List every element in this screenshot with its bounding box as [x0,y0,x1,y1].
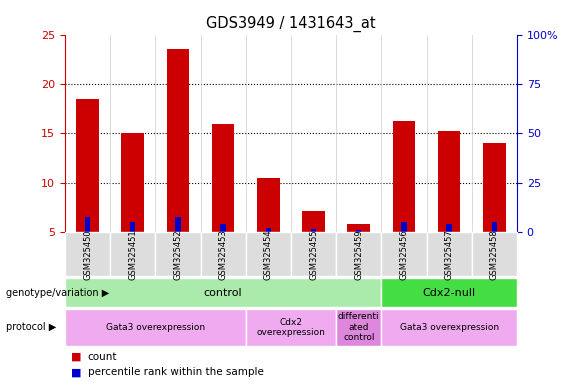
Text: GSM325452: GSM325452 [173,229,182,280]
Bar [393,121,415,232]
Bar [121,134,144,232]
Bar [311,229,316,232]
Text: differenti
ated
control: differenti ated control [338,313,380,342]
Bar [483,143,506,232]
Bar [175,217,181,232]
Bar [85,217,90,232]
Text: GSM325459: GSM325459 [354,229,363,280]
Bar [446,224,452,232]
Bar [356,230,362,232]
Text: GSM325457: GSM325457 [445,229,454,280]
Text: protocol ▶: protocol ▶ [6,322,56,333]
Text: GSM325450: GSM325450 [83,229,92,280]
Text: percentile rank within the sample: percentile rank within the sample [88,367,263,377]
Title: GDS3949 / 1431643_at: GDS3949 / 1431643_at [206,16,376,32]
Bar [130,222,136,232]
Text: GSM325453: GSM325453 [219,229,228,280]
Bar [76,99,99,232]
Text: GSM325451: GSM325451 [128,229,137,280]
Bar [257,178,280,232]
Text: Cdx2
overexpression: Cdx2 overexpression [257,318,325,337]
Bar [212,124,234,232]
Text: count: count [88,352,117,362]
Text: Gata3 overexpression: Gata3 overexpression [399,323,499,332]
Text: GSM325455: GSM325455 [309,229,318,280]
Text: GSM325454: GSM325454 [264,229,273,280]
Bar [302,210,325,232]
Bar [347,224,370,232]
Text: Cdx2-null: Cdx2-null [423,288,476,298]
Text: Gata3 overexpression: Gata3 overexpression [106,323,205,332]
Text: genotype/variation ▶: genotype/variation ▶ [6,288,109,298]
Text: ■: ■ [71,352,81,362]
Text: GSM325458: GSM325458 [490,229,499,280]
Bar [401,222,407,232]
Bar [220,224,226,232]
Bar [492,222,497,232]
Text: ■: ■ [71,367,81,377]
Bar [438,131,460,232]
Bar [167,50,189,232]
Text: control: control [204,288,242,298]
Bar [266,228,271,232]
Text: GSM325456: GSM325456 [399,229,408,280]
